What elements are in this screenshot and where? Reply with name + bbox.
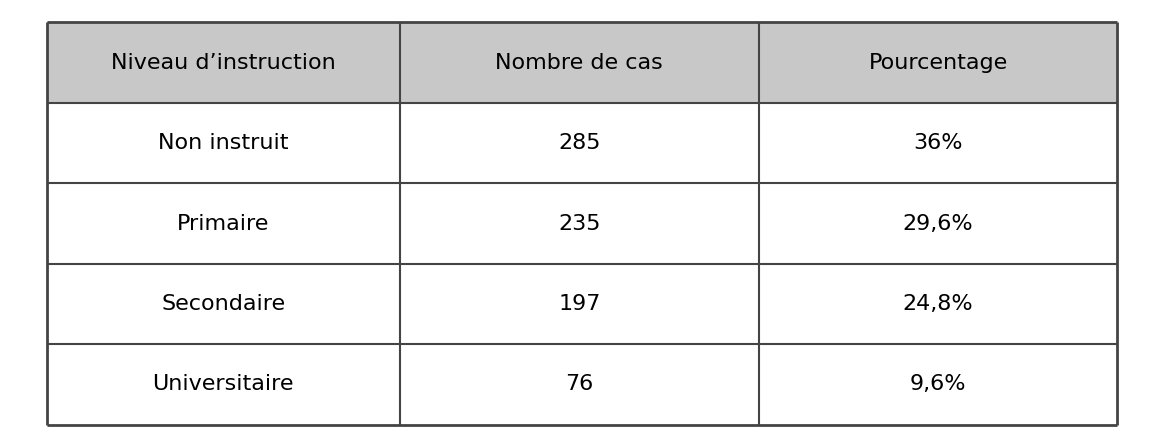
Bar [400,183,759,264]
Bar [759,183,1117,264]
Bar [400,22,759,103]
Bar [47,22,400,103]
Bar [759,22,1117,103]
Text: 235: 235 [558,214,601,233]
Bar [400,264,759,344]
Text: Pourcentage: Pourcentage [868,53,1008,72]
Bar [759,264,1117,344]
Bar [47,344,400,425]
Text: 29,6%: 29,6% [903,214,973,233]
Bar [47,183,400,264]
Bar [47,103,400,183]
Text: Non instruit: Non instruit [158,133,289,153]
Text: 76: 76 [566,375,594,394]
Bar [47,22,1117,425]
Bar [400,344,759,425]
Text: 9,6%: 9,6% [910,375,966,394]
Bar [759,103,1117,183]
Text: Niveau d’instruction: Niveau d’instruction [111,53,335,72]
Text: Universitaire: Universitaire [152,375,294,394]
Text: Nombre de cas: Nombre de cas [496,53,663,72]
Text: Primaire: Primaire [177,214,269,233]
Bar [400,103,759,183]
Text: 197: 197 [558,294,601,314]
Bar [47,264,400,344]
Text: 36%: 36% [914,133,963,153]
Text: 24,8%: 24,8% [903,294,973,314]
Text: 285: 285 [558,133,601,153]
Text: Secondaire: Secondaire [161,294,285,314]
Bar [759,344,1117,425]
